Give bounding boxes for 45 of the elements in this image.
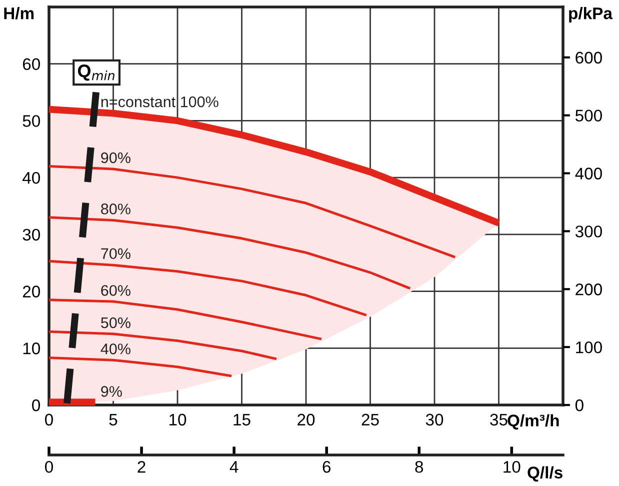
y2-tick-label: 300 (575, 226, 602, 238)
y-tick-label: 50 (22, 115, 40, 127)
x2-tick-label: 10 (504, 460, 520, 473)
x-tick-label: 30 (426, 414, 444, 426)
x2-tick-label: 2 (138, 460, 146, 473)
y-tick-label: 60 (22, 58, 40, 70)
series-label: 9% (101, 386, 122, 397)
x-tick-label: 0 (45, 414, 53, 426)
y-tick-label: 20 (22, 286, 40, 298)
x2-axis-title: Q/l/s (528, 466, 562, 482)
y2-tick-label: 500 (575, 110, 602, 122)
x-axis-title: Q/m³/h (508, 414, 559, 430)
y-axis-title: H/m (4, 7, 34, 20)
series-label: 50% (101, 317, 130, 328)
line-series (48, 260, 368, 316)
series-label: 70% (101, 248, 130, 260)
x2-tick-label: 4 (230, 461, 238, 473)
series-label: 80% (101, 204, 130, 214)
series-label: 90% (101, 152, 130, 164)
y2-tick-label: 0 (575, 399, 584, 412)
x2-tick-label: 6 (322, 460, 330, 473)
series-label: 60% (101, 285, 130, 296)
annotation: Q$_{min}$ (78, 64, 114, 81)
y2-axis-title: p/kPa (569, 7, 613, 23)
line-series (48, 164, 456, 258)
x-tick-label: 25 (362, 414, 379, 426)
x-tick-label: 35 (490, 414, 508, 426)
y2-tick-label: 100 (576, 341, 602, 354)
series-label: 40% (100, 344, 130, 354)
x-tick-label: 5 (109, 414, 118, 426)
y2-tick-label: 600 (576, 52, 602, 64)
y-tick-label: 30 (22, 228, 40, 241)
y2-tick-label: 200 (576, 284, 602, 296)
x2-tick-label: 8 (415, 460, 424, 473)
line-series (48, 298, 323, 340)
x-tick-label: 15 (234, 414, 250, 426)
x-tick-label: 10 (170, 414, 186, 426)
x-tick-label: 20 (298, 414, 315, 426)
y-tick-label: 40 (22, 172, 40, 184)
line-series (48, 356, 233, 378)
y-tick-label: 0 (32, 399, 40, 412)
y-tick-label: 10 (23, 342, 40, 354)
y2-tick-label: 400 (575, 168, 602, 180)
x2-tick-label: 0 (45, 460, 53, 473)
line-series (48, 330, 278, 360)
